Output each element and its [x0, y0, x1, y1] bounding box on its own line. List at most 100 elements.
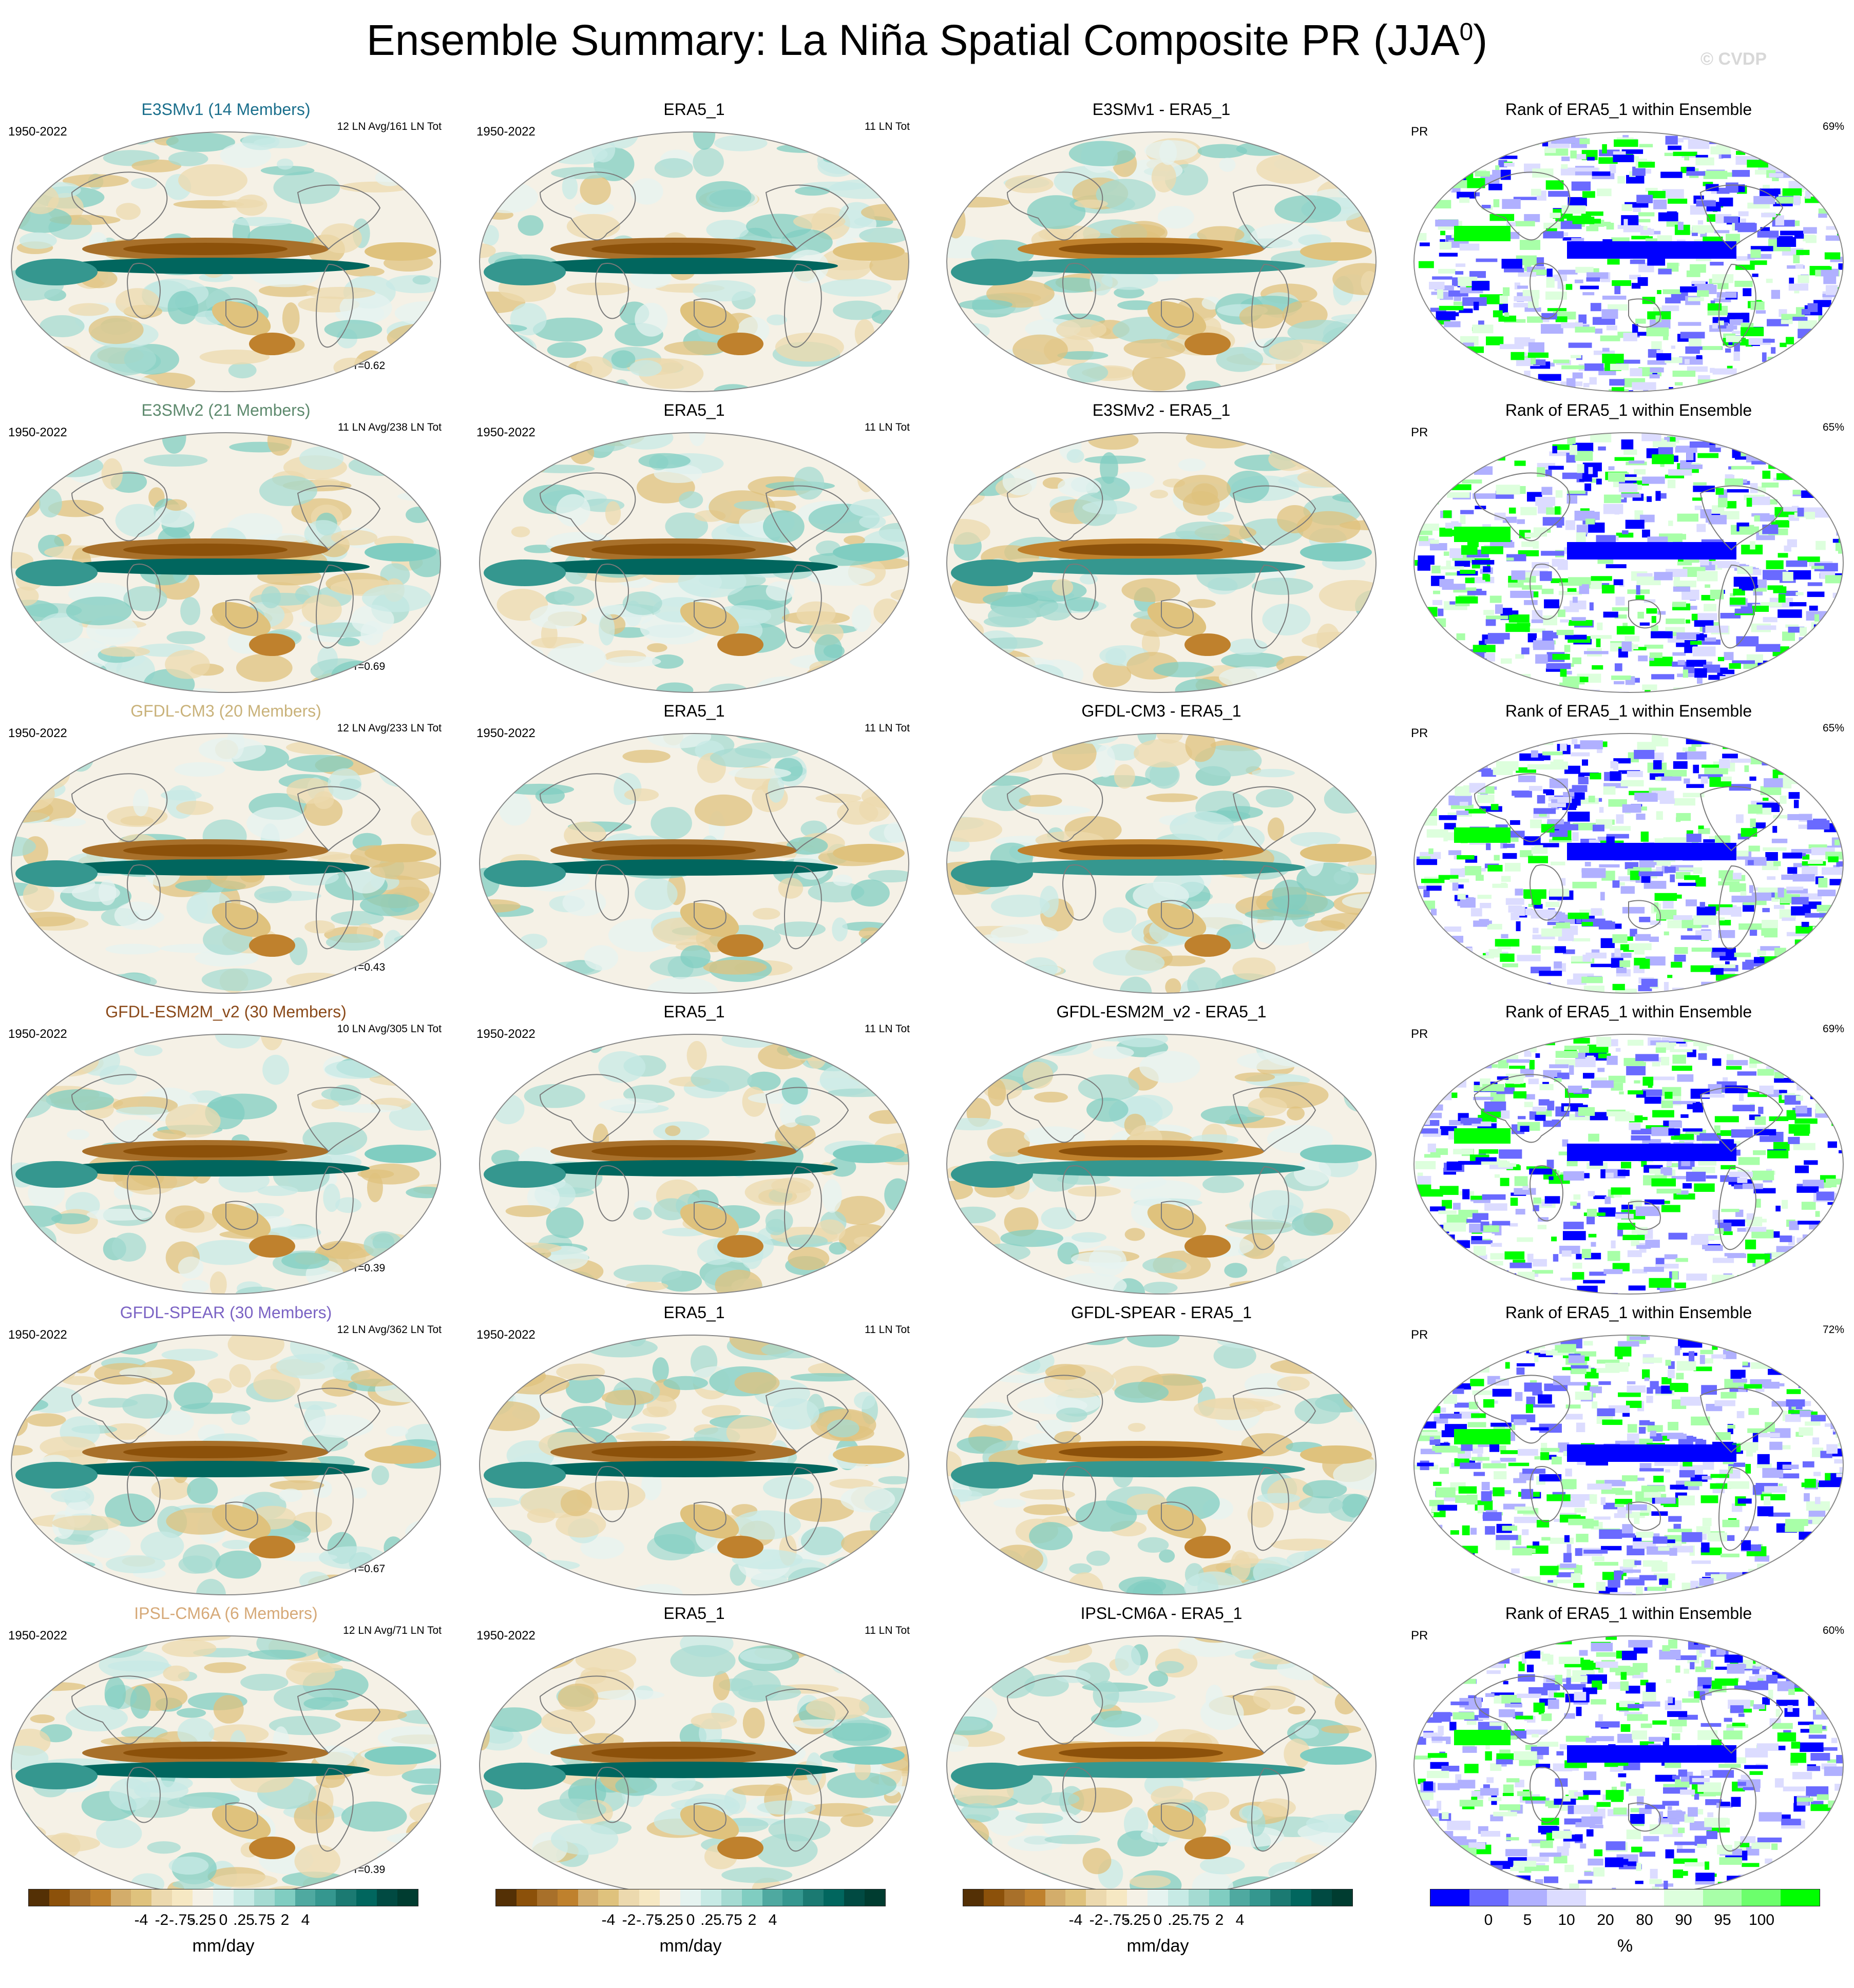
- rank-panel-title: Rank of ERA5_1 within Ensemble: [1505, 702, 1752, 720]
- rank-panel-title: Rank of ERA5_1 within Ensemble: [1505, 401, 1752, 419]
- rank-panel-title: Rank of ERA5_1 within Ensemble: [1505, 100, 1752, 119]
- rank-panel: Rank of ERA5_1 within Ensemble PR 65%: [1403, 702, 1854, 1002]
- difference-panel-title: GFDL-CM3 - ERA5_1: [1081, 702, 1241, 720]
- colorbar-unit-label: %: [1617, 1936, 1633, 1956]
- model-map: [11, 733, 441, 994]
- colorbar-swatch: [619, 1889, 640, 1906]
- rank-map: [1413, 432, 1844, 693]
- colorbar-swatch: [1332, 1889, 1352, 1906]
- colorbar-swatch: [700, 1889, 721, 1906]
- period-label: 1950-2022: [476, 1328, 536, 1342]
- diff-panel: E3SMv2 - ERA5_1: [935, 401, 1387, 701]
- rank-map: [1413, 1335, 1844, 1595]
- colorbar-swatch: [824, 1889, 845, 1906]
- colorbar-swatch: [557, 1889, 578, 1906]
- variable-label: PR: [1411, 125, 1428, 139]
- colorbar-tick-label: .75: [254, 1912, 275, 1928]
- colorbar-swatch: [844, 1889, 865, 1906]
- colorbar-swatch: [1703, 1889, 1742, 1906]
- colorbar-swatch: [865, 1889, 885, 1906]
- event-count-label: 11 LN Tot: [865, 1023, 910, 1035]
- colorbar-swatches: [963, 1889, 1353, 1906]
- colorbar-swatches: [1430, 1889, 1820, 1906]
- model-panel-title: E3SMv1 (14 Members): [141, 100, 311, 119]
- obs-panel: ERA5_1 1950-2022 11 LN Tot: [468, 702, 920, 1002]
- colorbar-tick-label: -.75: [636, 1912, 663, 1928]
- colorbar: -4 -2 -.75 -.25 0 .25.75 2 4 mm/day: [28, 1889, 418, 1966]
- colorbar-tick-label: 4: [1235, 1912, 1245, 1928]
- period-label: 1950-2022: [8, 1629, 67, 1643]
- colorbar-swatch: [516, 1889, 537, 1906]
- model-panel-title: GFDL-ESM2M_v2 (30 Members): [105, 1002, 347, 1021]
- colorbar-tick-label: -2: [155, 1912, 169, 1928]
- colorbar-tick-label: 5: [1523, 1912, 1532, 1928]
- obs-map: [479, 733, 909, 994]
- model-panel: GFDL-CM3 (20 Members) 1950-2022 12 LN Avg/…: [0, 702, 452, 1002]
- period-label: 1950-2022: [8, 426, 67, 439]
- colorbar-swatch: [356, 1889, 377, 1906]
- diff-panel: GFDL-CM3 - ERA5_1: [935, 702, 1387, 1002]
- model-panel: GFDL-SPEAR (30 Members) 1950-2022 12 LN Av…: [0, 1303, 452, 1604]
- period-label: 1950-2022: [8, 1027, 67, 1041]
- obs-map: [479, 1335, 909, 1595]
- colorbar-swatch: [721, 1889, 742, 1906]
- period-label: 1950-2022: [476, 726, 536, 740]
- colorbar-swatches: [28, 1889, 418, 1906]
- obs-panel: ERA5_1 1950-2022 11 LN Tot: [468, 100, 920, 400]
- colorbar-tick-label: .25: [1168, 1912, 1189, 1928]
- variable-label: PR: [1411, 726, 1428, 740]
- rank-map: [1413, 1635, 1844, 1896]
- difference-panel-title: E3SMv2 - ERA5_1: [1092, 401, 1231, 419]
- event-count-label: 11 LN Tot: [865, 121, 910, 132]
- event-count-label: 10 LN Avg/305 LN Tot: [337, 1023, 442, 1035]
- period-label: 1950-2022: [8, 125, 67, 139]
- difference-panel-title: IPSL-CM6A - ERA5_1: [1080, 1604, 1243, 1623]
- colorbar-swatch: [295, 1889, 316, 1906]
- colorbar-swatch: [315, 1889, 336, 1906]
- obs-map: [479, 1034, 909, 1295]
- colorbar-tick-label: 95: [1714, 1912, 1731, 1928]
- colorbar-swatch: [680, 1889, 701, 1906]
- colorbar-tick-label: 90: [1675, 1912, 1692, 1928]
- colorbar-swatch: [1250, 1889, 1271, 1906]
- colorbar-swatch: [1430, 1889, 1469, 1906]
- colorbar-unit-label: mm/day: [1126, 1936, 1189, 1956]
- colorbar-tick-label: 20: [1597, 1912, 1614, 1928]
- obs-panel-title: ERA5_1: [663, 1604, 725, 1623]
- colorbar-swatch: [1188, 1889, 1209, 1906]
- event-count-label: 11 LN Avg/238 LN Tot: [338, 421, 442, 433]
- colorbar-tick-label: 0: [1484, 1912, 1493, 1928]
- colorbar-swatch: [963, 1889, 984, 1906]
- event-count-label: 12 LN Avg/233 LN Tot: [337, 722, 442, 734]
- obs-panel: ERA5_1 1950-2022 11 LN Tot: [468, 401, 920, 701]
- rank-panel: Rank of ERA5_1 within Ensemble PR 60%: [1403, 1604, 1854, 1904]
- rank-percent-label: 69%: [1822, 121, 1844, 132]
- rank-panel: Rank of ERA5_1 within Ensemble PR 65%: [1403, 401, 1854, 701]
- model-panel: E3SMv1 (14 Members) 1950-2022 12 LN Avg/16…: [0, 100, 452, 400]
- colorbar-swatch: [782, 1889, 804, 1906]
- colorbar-tick-label: -2: [622, 1912, 636, 1928]
- colorbar-tick-label: .75: [721, 1912, 742, 1928]
- rank-panel-title: Rank of ERA5_1 within Ensemble: [1505, 1303, 1752, 1322]
- obs-map: [479, 131, 909, 392]
- colorbar-swatch: [983, 1889, 1004, 1906]
- colorbar-tick-label: .75: [1188, 1912, 1210, 1928]
- colorbar: 0 5 10 20 80 90 95 100%: [1430, 1889, 1820, 1966]
- diff-panel: GFDL-ESM2M_v2 - ERA5_1: [935, 1002, 1387, 1303]
- colorbar-swatch: [1004, 1889, 1025, 1906]
- obs-map: [479, 432, 909, 693]
- period-label: 1950-2022: [476, 1027, 536, 1041]
- model-panel: IPSL-CM6A (6 Members) 1950-2022 12 LN Avg/…: [0, 1604, 452, 1904]
- period-label: 1950-2022: [476, 426, 536, 439]
- colorbar-tick-label: -4: [1068, 1912, 1083, 1928]
- rank-panel-title: Rank of ERA5_1 within Ensemble: [1505, 1604, 1752, 1623]
- colorbar-swatch: [49, 1889, 70, 1906]
- colorbar-tick-label: 2: [1215, 1912, 1224, 1928]
- period-label: 1950-2022: [8, 726, 67, 740]
- colorbar: -4 -2 -.75 -.25 0 .25.75 2 4 mm/day: [963, 1889, 1353, 1966]
- cvdp-watermark: © CVDP: [1700, 49, 1767, 69]
- colorbar-swatch: [578, 1889, 599, 1906]
- colorbar-tick-label: 2: [748, 1912, 757, 1928]
- diff-map: [946, 432, 1377, 693]
